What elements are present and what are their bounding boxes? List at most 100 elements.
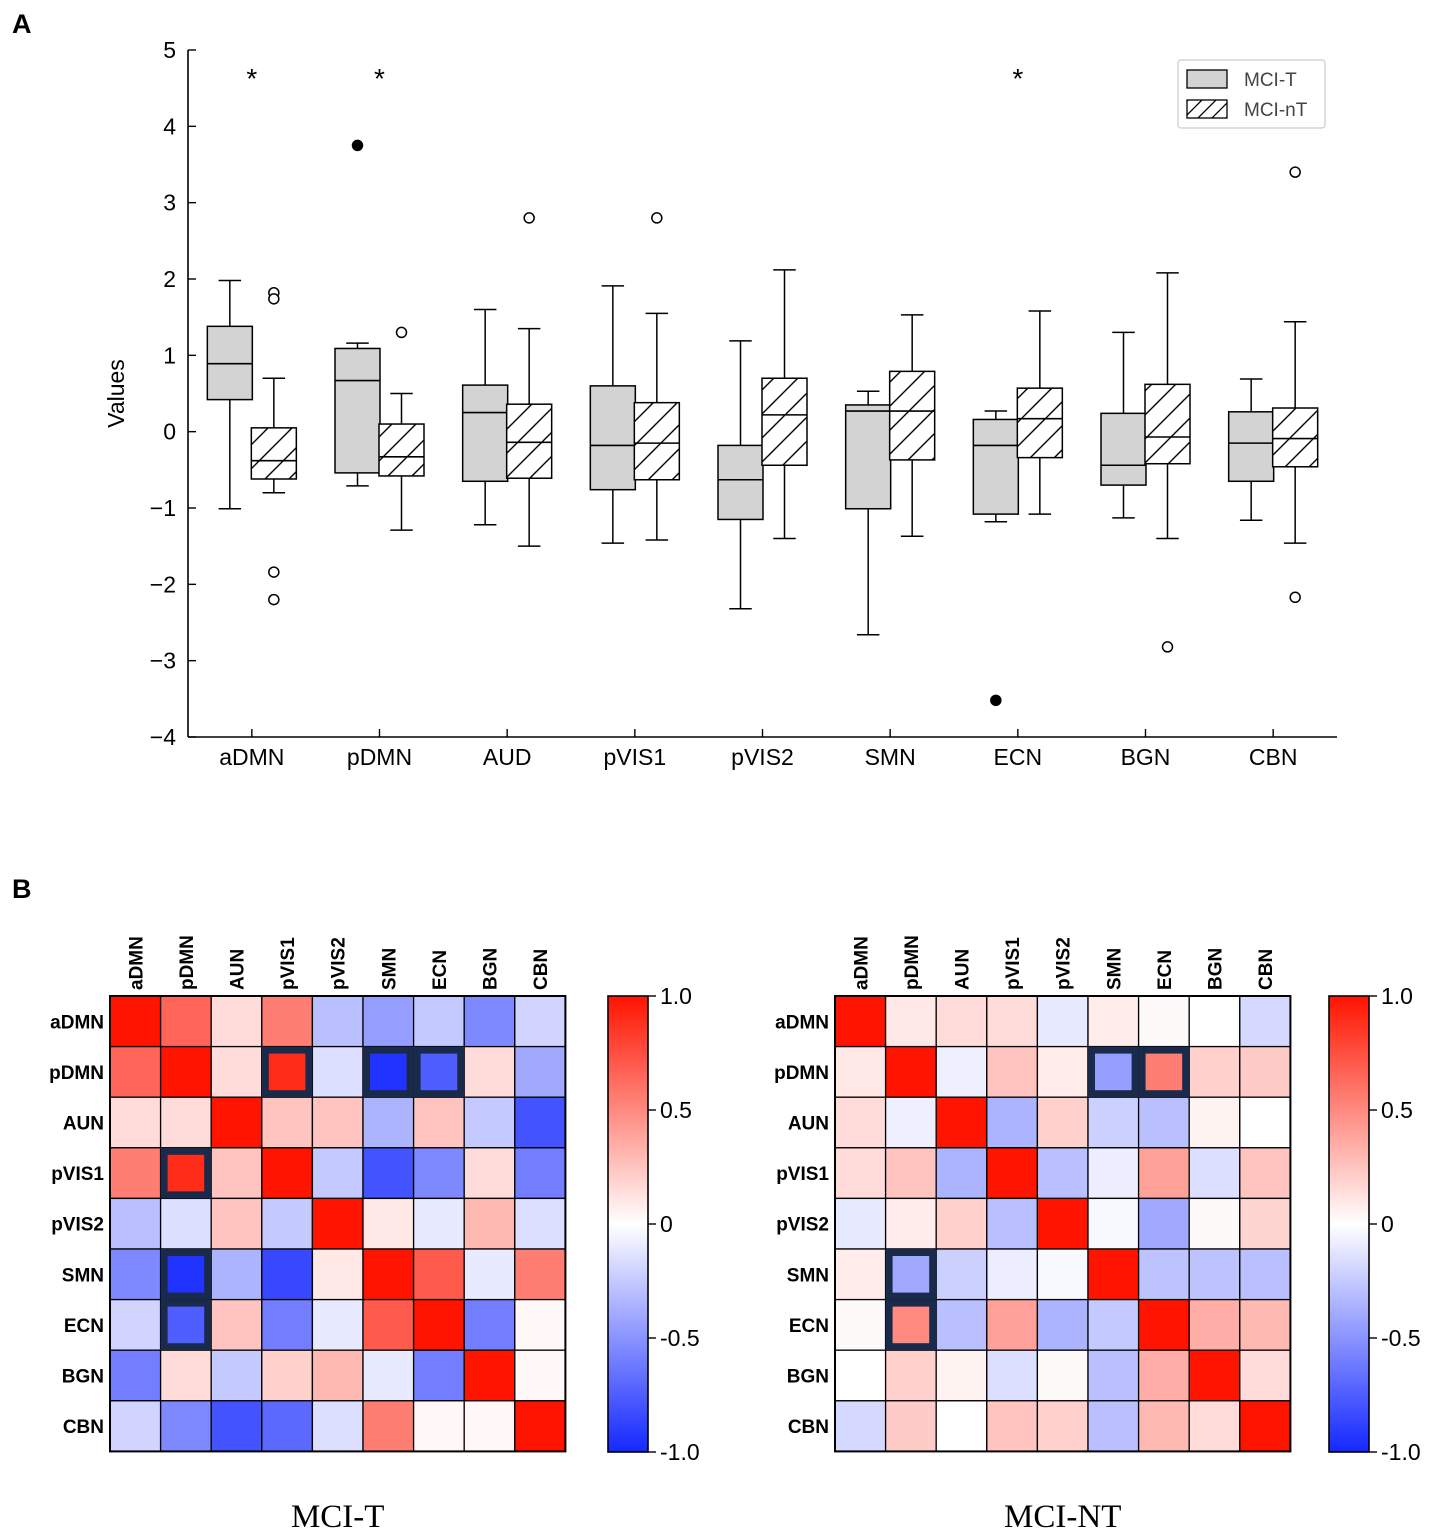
col-label-admn: aDMN [851,936,872,990]
x-tick-label-pvis1: pVIS1 [604,744,667,770]
cell-pdmn-admn [109,1045,162,1098]
row-label-bgn: BGN [787,1367,829,1388]
flier-point [268,566,280,578]
highlight-ecn-pdmn [160,1299,212,1351]
row-label-smn: SMN [62,1265,104,1286]
cell-cbn-bgn [1188,1400,1241,1453]
cell-bgn-pvis2 [1036,1349,1089,1402]
cell-smn-ecn [1137,1248,1190,1301]
cell-admn-admn [834,995,887,1048]
cell-pvis2-ecn [412,1197,465,1250]
cell-ecn-bgn [1188,1298,1241,1351]
cell-aun-pvis2 [311,1096,364,1149]
colorbar-tick-label: 0 [1381,1211,1394,1237]
cell-pvis1-pvis2 [311,1147,364,1200]
cell-aun-aun [935,1096,988,1149]
y-tick-label: −3 [150,648,176,674]
row-label-pvis2: pVIS2 [51,1215,104,1236]
cell-smn-admn [109,1248,162,1301]
box-mci-t-aud [461,308,509,526]
box-iqr [972,418,1020,515]
cell-admn-cbn [514,995,567,1048]
cell-pvis1-pvis2 [1036,1147,1089,1200]
cell-admn-admn [109,995,162,1048]
cell-pdmn-admn [834,1045,887,1098]
colorbar-tick-label: -1.0 [1381,1439,1421,1465]
col-label-pvis1: pVIS1 [1003,937,1024,990]
cell-aun-smn [362,1096,415,1149]
cell-pvis1-admn [109,1147,162,1200]
box-mci-nt-ecn [1016,310,1064,515]
significance-star-admn: * [246,63,257,94]
cell-pdmn-ecn [412,1045,465,1098]
cell-admn-smn [1087,995,1140,1048]
cell-pvis2-pvis1 [261,1197,314,1250]
y-tick-label: 5 [163,37,176,63]
cell-smn-smn [1087,1248,1140,1301]
colorbar-tick-label: 0.5 [660,1097,692,1123]
cell-smn-pdmn [159,1248,212,1301]
x-tick-label-cbn: CBN [1249,744,1298,770]
col-label-ecn: ECN [1155,950,1176,990]
colorbar-tick-label: 0 [660,1211,673,1237]
cell-pvis2-pvis2 [1036,1197,1089,1250]
col-label-aun: AUN [953,949,974,990]
y-tick-label: 2 [163,266,176,292]
cell-smn-cbn [514,1248,567,1301]
cell-bgn-aun [210,1349,263,1402]
row-label-aun: AUN [63,1114,104,1135]
flier-point [990,694,1002,707]
box-iqr [1144,383,1191,465]
cell-admn-smn [362,995,415,1048]
box-iqr [334,347,381,474]
flier-point [1289,166,1301,178]
cell-pdmn-pvis2 [1036,1045,1089,1098]
col-label-pvis2: pVIS2 [1054,937,1075,990]
cell-bgn-admn [834,1349,887,1402]
colorbar [1328,995,1370,1453]
row-label-cbn: CBN [63,1417,104,1438]
cell-pvis1-cbn [1239,1147,1292,1200]
cell-ecn-pvis1 [261,1298,314,1351]
highlight-ecn-pdmn [885,1299,937,1351]
box-iqr [1227,411,1275,483]
cell-pdmn-smn [362,1045,415,1098]
cell-pvis1-aun [210,1147,263,1200]
cell-admn-bgn [1188,995,1241,1048]
col-label-pvis1: pVIS1 [278,937,299,990]
box-mci-nt-bgn [1144,272,1191,653]
cell-smn-pvis1 [986,1248,1039,1301]
cell-pvis2-ecn [1137,1197,1190,1250]
cell-cbn-pvis1 [261,1400,314,1453]
col-label-pdmn: pDMN [177,935,198,990]
cell-ecn-ecn [1137,1298,1190,1351]
row-label-pdmn: pDMN [774,1063,829,1084]
cell-aun-admn [834,1096,887,1149]
cell-pdmn-bgn [463,1045,516,1098]
cell-cbn-aun [210,1400,263,1453]
box-iqr [378,423,425,477]
row-label-admn: aDMN [775,1012,829,1033]
box-iqr [505,403,553,479]
cell-bgn-aun [935,1349,988,1402]
x-tick-label-smn: SMN [865,744,916,770]
cell-ecn-pdmn [159,1298,212,1351]
flier-point [395,326,408,339]
box-iqr [717,444,764,521]
cell-aun-ecn [1137,1096,1190,1149]
row-label-cbn: CBN [788,1417,829,1438]
cell-bgn-bgn [1188,1349,1241,1402]
cell-ecn-bgn [463,1298,516,1351]
flier-point [1161,641,1174,653]
cell-pvis2-smn [362,1197,415,1250]
row-label-aun: AUN [788,1114,829,1135]
col-label-pvis2: pVIS2 [329,937,350,990]
cell-smn-admn [834,1248,887,1301]
cell-cbn-pvis2 [1036,1400,1089,1453]
cell-bgn-smn [362,1349,415,1402]
significance-star-ecn: * [1012,63,1023,94]
flier-point [651,212,663,224]
cell-pdmn-pdmn [159,1045,212,1098]
cell-ecn-aun [935,1298,988,1351]
highlight-pdmn-ecn [413,1046,465,1098]
